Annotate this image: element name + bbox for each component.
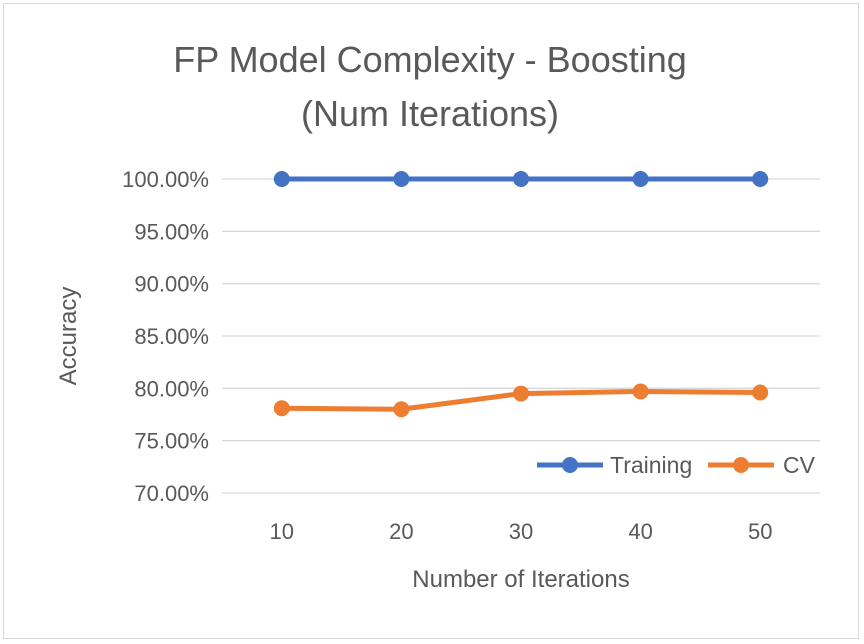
data-point-training	[513, 171, 529, 187]
x-tick-label: 10	[270, 519, 294, 544]
data-point-cv	[513, 385, 529, 402]
y-tick-labels: 70.00% 75.00% 80.00% 85.00% 90.00% 95.00% 100.…	[122, 167, 209, 506]
x-tick-label: 50	[748, 519, 772, 544]
data-series	[273, 171, 769, 418]
x-tick-label: 20	[389, 519, 413, 544]
legend-marker-training	[562, 457, 578, 473]
legend-label-cv: CV	[783, 452, 816, 478]
data-point-training	[273, 171, 290, 187]
y-tick-label: 80.00%	[134, 376, 209, 401]
x-tick-label: 40	[628, 519, 652, 544]
data-point-cv	[393, 401, 410, 418]
y-tick-label: 75.00%	[134, 429, 209, 454]
y-tick-label: 95.00%	[134, 219, 209, 244]
y-axis-title: Accuracy	[55, 287, 82, 386]
legend: Training CV	[537, 452, 816, 478]
legend-label-training: Training	[610, 452, 692, 478]
chart-area	[3, 3, 859, 639]
x-tick-label: 30	[509, 519, 533, 544]
y-tick-label: 85.00%	[134, 324, 209, 349]
data-point-cv	[632, 383, 649, 400]
legend-marker-cv	[733, 457, 749, 473]
gridlines	[222, 178, 820, 494]
y-tick-label: 90.00%	[134, 272, 209, 297]
y-tick-label: 100.00%	[122, 167, 209, 192]
data-point-training	[752, 171, 769, 187]
x-tick-labels: 10 20 30 40 50	[270, 519, 773, 544]
data-point-cv	[273, 400, 290, 417]
y-tick-label: 70.00%	[134, 481, 209, 506]
data-point-cv	[752, 384, 769, 401]
chart-title-line-2: (Num Iterations)	[301, 93, 559, 134]
x-axis-title: Number of Iterations	[412, 566, 629, 593]
chart-title-line-1: FP Model Complexity - Boosting	[173, 39, 687, 80]
data-point-training	[632, 171, 649, 187]
data-point-training	[393, 171, 410, 187]
